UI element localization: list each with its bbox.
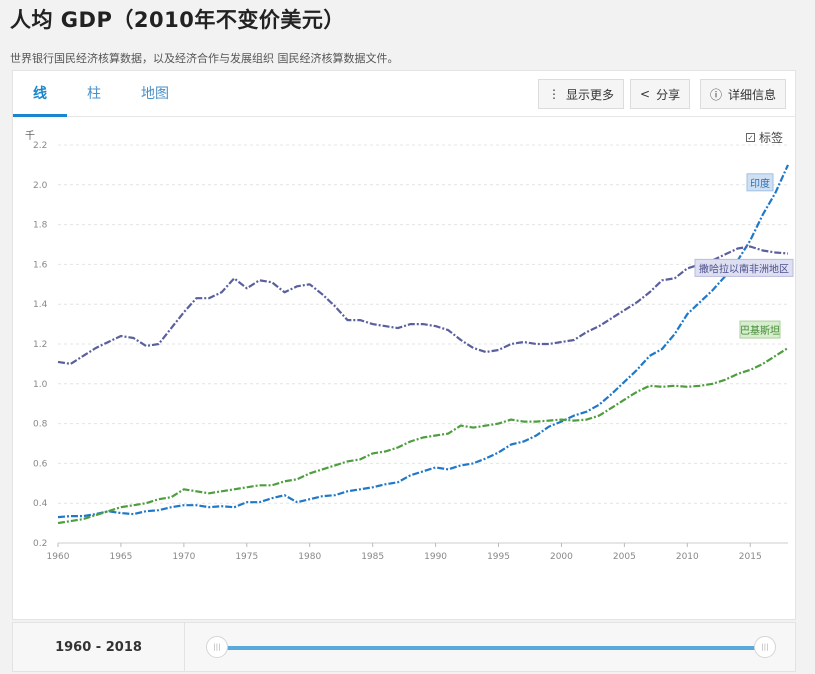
tab-map[interactable]: 地图 [141, 86, 169, 102]
details-label: 详细信息 [728, 87, 777, 102]
share-button[interactable]: < 分享 [630, 79, 691, 109]
y-tick-label: 0.8 [33, 420, 48, 430]
y-tick-label: 2.0 [33, 181, 48, 191]
x-tick-label: 1990 [424, 552, 447, 562]
y-tick-label: 0.2 [33, 539, 47, 549]
series-label: 印度 [750, 177, 770, 190]
share-label: 分享 [656, 87, 681, 102]
chart-tabs: 线 柱 地图 ⋮ 显示更多 < 分享 ⓘ 详细信息 [13, 71, 795, 117]
chart-card: 线 柱 地图 ⋮ 显示更多 < 分享 ⓘ 详细信息 千 ✓ 标签 0.2 0.4 0… [12, 70, 796, 620]
range-bar: 1960 - 2018 ||| ||| [12, 622, 796, 672]
y-tick-label: 0.4 [33, 499, 48, 509]
y-tick-label: 1.4 [33, 300, 48, 310]
labels-toggle-label: 标签 [758, 131, 783, 145]
page-subtitle: 世界银行国民经济核算数据，以及经济合作与发展组织 国民经济核算数据文件。 [10, 52, 399, 65]
x-tick-label: 1975 [235, 552, 258, 562]
y-tick-label: 1.0 [33, 380, 48, 390]
x-tick-label: 2015 [739, 552, 762, 562]
x-tick-label: 1965 [109, 552, 132, 562]
x-tick-label: 1960 [47, 552, 70, 562]
range-slider-start-handle[interactable]: ||| [206, 636, 228, 658]
y-axis-unit: 千 [25, 131, 35, 142]
series-label-box [739, 320, 781, 339]
labels-toggle[interactable]: ✓ 标签 [745, 129, 783, 146]
x-tick-label: 2005 [613, 552, 636, 562]
x-tick-label: 1985 [361, 552, 384, 562]
series-label-box [746, 173, 774, 192]
tab-line[interactable]: 线 [33, 86, 47, 102]
series-label-box [694, 258, 794, 277]
details-button[interactable]: ⓘ 详细信息 [700, 79, 787, 109]
checkbox-icon[interactable]: ✓ [745, 133, 755, 142]
y-tick-label: 1.2 [33, 340, 47, 350]
x-tick-label: 2000 [550, 552, 573, 562]
series-label: 撒哈拉以南非洲地区 [699, 262, 789, 275]
active-tab-indicator [13, 114, 67, 117]
y-tick-label: 1.6 [33, 260, 48, 270]
show-more-label: 显示更多 [566, 87, 615, 102]
series-label: 巴基斯坦 [740, 324, 780, 337]
show-more-button[interactable]: ⋮ 显示更多 [538, 79, 625, 109]
info-icon: ⓘ [710, 87, 723, 102]
tab-bar[interactable]: 柱 [87, 86, 101, 102]
x-tick-label: 1980 [298, 552, 321, 562]
year-range-label: 1960 - 2018 [13, 623, 185, 671]
series-line-2 [57, 347, 789, 525]
x-tick-label: 1995 [487, 552, 510, 562]
x-tick-label: 2010 [676, 552, 699, 562]
series-line-0 [57, 164, 790, 519]
y-tick-label: 2.2 [33, 141, 47, 151]
x-tick-label: 1970 [172, 552, 195, 562]
range-slider-end-handle[interactable]: ||| [754, 636, 776, 658]
range-slider-track[interactable] [218, 646, 773, 650]
series-line-1 [57, 245, 789, 365]
y-tick-label: 1.8 [33, 221, 48, 231]
page-title: 人均 GDP（2010年不变价美元） [10, 8, 345, 32]
share-icon: < [640, 87, 651, 101]
line-chart: 0.2 0.4 0.6 0.8 1.0 1.2 1.4 1.6 1.8 2.0 2.2 1960 196… [33, 141, 794, 562]
more-vertical-icon: ⋮ [548, 87, 560, 101]
y-tick-label: 0.6 [33, 459, 48, 469]
